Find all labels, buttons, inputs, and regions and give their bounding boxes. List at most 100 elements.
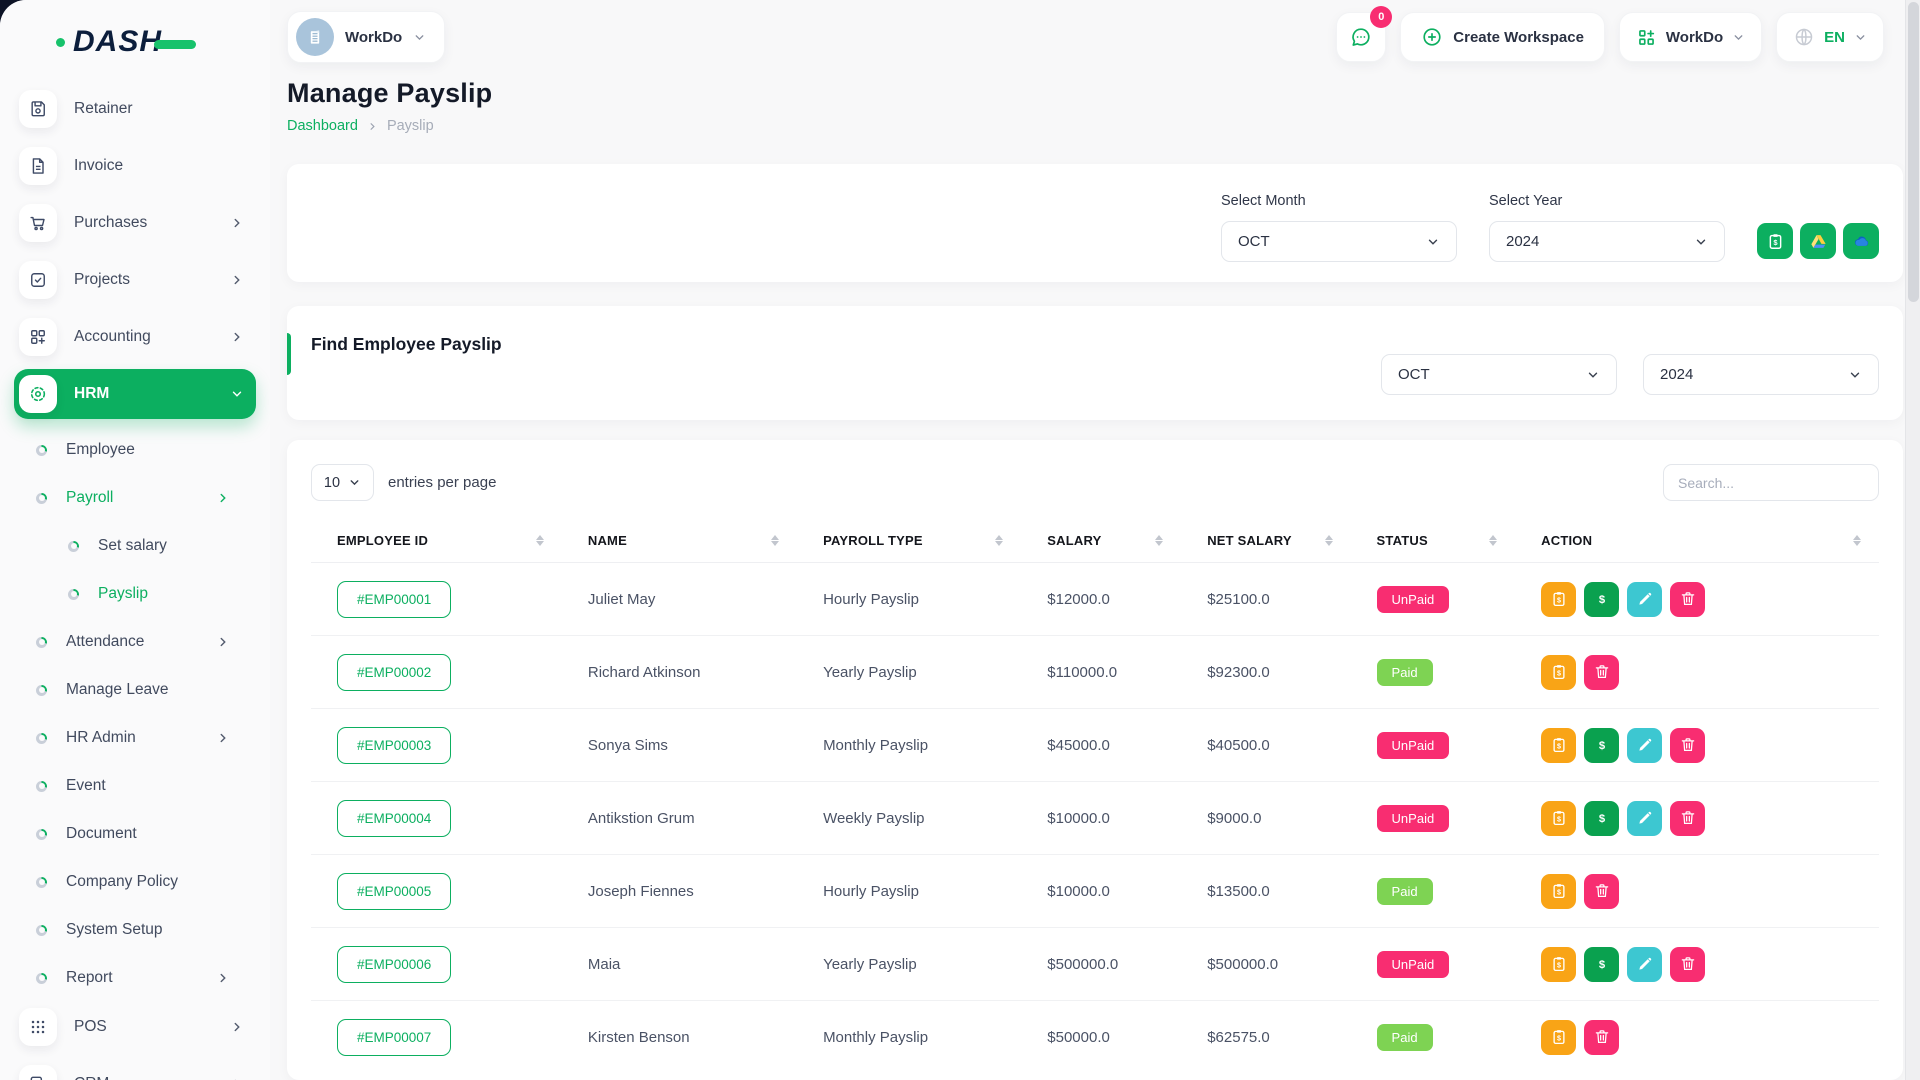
sidebar-item-accounting[interactable]: Accounting xyxy=(14,312,256,362)
employee-id-badge[interactable]: #EMP00001 xyxy=(337,580,452,618)
delete-button[interactable] xyxy=(1584,654,1620,690)
sidebar-item-set-salary[interactable]: Set salary xyxy=(14,522,256,570)
sidebar-item-pos[interactable]: POS xyxy=(14,1002,256,1052)
entries-per-page-select[interactable]: 10 xyxy=(311,464,374,501)
employee-name: Antikstion Grum xyxy=(561,781,798,855)
salary: $10000.0 xyxy=(1021,854,1182,928)
sidebar-nav: Retainer Invoice Purchases Projects Accounti… xyxy=(0,70,270,1080)
find-year-select[interactable]: 2024 xyxy=(1643,354,1879,395)
delete-button[interactable] xyxy=(1670,727,1706,763)
sidebar-item-purchases[interactable]: Purchases xyxy=(14,198,256,248)
sidebar-item-payroll[interactable]: Payroll xyxy=(14,474,256,522)
employee-id-badge[interactable]: #EMP00007 xyxy=(337,1018,452,1056)
scrollbar-track[interactable] xyxy=(1905,0,1920,1080)
make-payment-button[interactable]: $ xyxy=(1584,800,1620,836)
employee-id-badge[interactable]: #EMP00005 xyxy=(337,872,452,910)
edit-button[interactable] xyxy=(1627,727,1663,763)
delete-button[interactable] xyxy=(1670,946,1706,982)
sidebar-item-hrm[interactable]: HRM xyxy=(14,369,256,419)
month-select-value: OCT xyxy=(1238,233,1270,250)
scrollbar-thumb[interactable] xyxy=(1908,2,1919,302)
sidebar-item-attendance[interactable]: Attendance xyxy=(14,618,256,666)
google-drive-export-button[interactable] xyxy=(1800,223,1836,259)
payslip-button[interactable]: $ xyxy=(1541,800,1577,836)
sidebar-item-event[interactable]: Event xyxy=(14,762,256,810)
payslip-button[interactable]: $ xyxy=(1541,727,1577,763)
sort-icon[interactable] xyxy=(1155,535,1164,546)
sort-icon[interactable] xyxy=(1324,535,1333,546)
employee-id-badge[interactable]: #EMP00006 xyxy=(337,945,452,983)
sidebar-item-payslip[interactable]: Payslip xyxy=(14,570,256,618)
workdo-menu-button[interactable]: WorkDo xyxy=(1618,12,1763,62)
accounting-icon xyxy=(19,318,57,356)
status-badge: Paid xyxy=(1376,658,1433,686)
column-header-employee-id: EMPLOYEE ID xyxy=(311,523,562,563)
onedrive-export-button[interactable] xyxy=(1843,223,1879,259)
sidebar-item-document[interactable]: Document xyxy=(14,810,256,858)
sort-icon[interactable] xyxy=(1489,535,1498,546)
breadcrumb-dashboard-link[interactable]: Dashboard xyxy=(287,118,358,134)
bulk-payslip-button[interactable]: $ xyxy=(1757,223,1793,259)
year-select[interactable]: 2024 xyxy=(1489,221,1725,262)
search-input[interactable] xyxy=(1663,464,1879,501)
sidebar-item-crm[interactable]: CRM xyxy=(14,1059,256,1080)
sidebar-subitem-label: HR Admin xyxy=(66,729,136,746)
payslip-button[interactable]: $ xyxy=(1541,946,1577,982)
sidebar-item-company-policy[interactable]: Company Policy xyxy=(14,858,256,906)
sidebar-item-invoice[interactable]: Invoice xyxy=(14,141,256,191)
net-salary: $25100.0 xyxy=(1181,562,1351,636)
bullet-ring-icon xyxy=(36,972,47,984)
payslip-button[interactable]: $ xyxy=(1541,1019,1577,1055)
payslip-button[interactable]: $ xyxy=(1541,873,1577,909)
column-header-net-salary: NET SALARY xyxy=(1181,523,1351,563)
svg-text:$: $ xyxy=(1599,740,1606,752)
brand-logo[interactable]: DASH xyxy=(0,14,270,70)
sidebar-item-report[interactable]: Report xyxy=(14,954,256,1002)
make-payment-button[interactable]: $ xyxy=(1584,581,1620,617)
retainer-icon xyxy=(19,90,57,128)
make-payment-button[interactable]: $ xyxy=(1584,946,1620,982)
sidebar-item-label: POS xyxy=(74,1018,107,1035)
find-month-select[interactable]: OCT xyxy=(1381,354,1617,395)
edit-button[interactable] xyxy=(1627,946,1663,982)
sidebar-item-projects[interactable]: Projects xyxy=(14,255,256,305)
delete-button[interactable] xyxy=(1584,873,1620,909)
sidebar-item-manage-leave[interactable]: Manage Leave xyxy=(14,666,256,714)
make-payment-button[interactable]: $ xyxy=(1584,727,1620,763)
sort-icon[interactable] xyxy=(1853,535,1861,546)
sidebar-item-hr-admin[interactable]: HR Admin xyxy=(14,714,256,762)
employee-name: Sonya Sims xyxy=(561,708,798,782)
chevron-right-icon xyxy=(230,273,244,287)
sidebar-subitem-label: Manage Leave xyxy=(66,681,169,698)
status-badge: Paid xyxy=(1376,877,1433,905)
delete-button[interactable] xyxy=(1670,581,1706,617)
employee-id-badge[interactable]: #EMP00002 xyxy=(337,653,452,691)
find-section-selects: OCT 2024 xyxy=(1381,354,1879,395)
sort-icon[interactable] xyxy=(535,535,544,546)
sidebar-item-system-setup[interactable]: System Setup xyxy=(14,906,256,954)
row-actions: $ xyxy=(1541,654,1861,690)
language-selector[interactable]: EN xyxy=(1776,12,1884,62)
edit-button[interactable] xyxy=(1627,800,1663,836)
employee-id-badge[interactable]: #EMP00003 xyxy=(337,726,452,764)
column-label: STATUS xyxy=(1376,533,1428,548)
sidebar-item-retainer[interactable]: Retainer xyxy=(14,84,256,134)
messages-button[interactable]: 0 xyxy=(1336,6,1393,62)
sort-icon[interactable] xyxy=(995,535,1004,546)
bullet-ring-icon xyxy=(36,444,47,456)
sidebar-subitem-label: Payroll xyxy=(66,489,114,506)
payslip-button[interactable]: $ xyxy=(1541,581,1577,617)
svg-text:$: $ xyxy=(1557,888,1561,896)
workspace-switcher[interactable]: WorkDo xyxy=(287,11,446,63)
edit-button[interactable] xyxy=(1627,581,1663,617)
month-select[interactable]: OCT xyxy=(1221,221,1457,262)
create-workspace-button[interactable]: Create Workspace xyxy=(1400,12,1605,62)
sidebar-item-employee[interactable]: Employee xyxy=(14,426,256,474)
employee-id-badge[interactable]: #EMP00004 xyxy=(337,799,452,837)
delete-button[interactable] xyxy=(1670,800,1706,836)
payslip-button[interactable]: $ xyxy=(1541,654,1577,690)
create-workspace-label: Create Workspace xyxy=(1453,28,1584,46)
sort-icon[interactable] xyxy=(771,535,780,546)
delete-button[interactable] xyxy=(1584,1019,1620,1055)
